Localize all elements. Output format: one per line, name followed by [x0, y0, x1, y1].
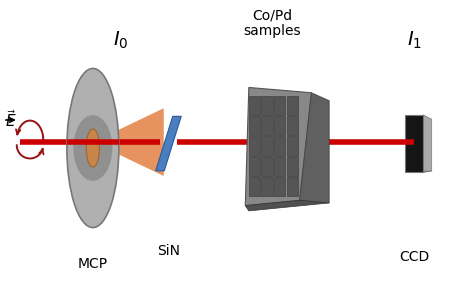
Text: Co/Pd
samples: Co/Pd samples: [244, 8, 301, 38]
Text: $\mathit{I}_0$: $\mathit{I}_0$: [113, 30, 129, 51]
Bar: [274, 136, 285, 156]
Polygon shape: [245, 87, 311, 206]
Bar: [262, 136, 273, 156]
Bar: [249, 136, 260, 156]
Bar: [274, 177, 285, 196]
Bar: [249, 116, 260, 135]
Polygon shape: [405, 171, 432, 172]
Text: CCD: CCD: [399, 250, 429, 264]
Ellipse shape: [67, 68, 119, 228]
Bar: [287, 157, 298, 176]
Bar: [287, 96, 298, 115]
Bar: [249, 157, 260, 176]
Text: $\mathit{I}_1$: $\mathit{I}_1$: [407, 30, 422, 51]
Bar: [262, 116, 273, 135]
Bar: [249, 96, 260, 115]
Ellipse shape: [73, 115, 112, 181]
Polygon shape: [300, 93, 329, 203]
Bar: [262, 96, 273, 115]
Text: $\vec{E}$: $\vec{E}$: [5, 110, 17, 131]
Bar: [405, 115, 423, 172]
Bar: [262, 177, 273, 196]
Bar: [287, 136, 298, 156]
Text: SiN: SiN: [157, 244, 180, 258]
Bar: [274, 96, 285, 115]
Polygon shape: [423, 115, 432, 172]
Polygon shape: [245, 200, 329, 211]
Polygon shape: [93, 108, 164, 176]
Polygon shape: [156, 116, 181, 171]
Bar: [274, 157, 285, 176]
Bar: [287, 177, 298, 196]
Bar: [274, 116, 285, 135]
Bar: [262, 157, 273, 176]
Ellipse shape: [86, 129, 100, 167]
Bar: [249, 177, 260, 196]
Bar: [287, 116, 298, 135]
Text: MCP: MCP: [78, 257, 108, 271]
